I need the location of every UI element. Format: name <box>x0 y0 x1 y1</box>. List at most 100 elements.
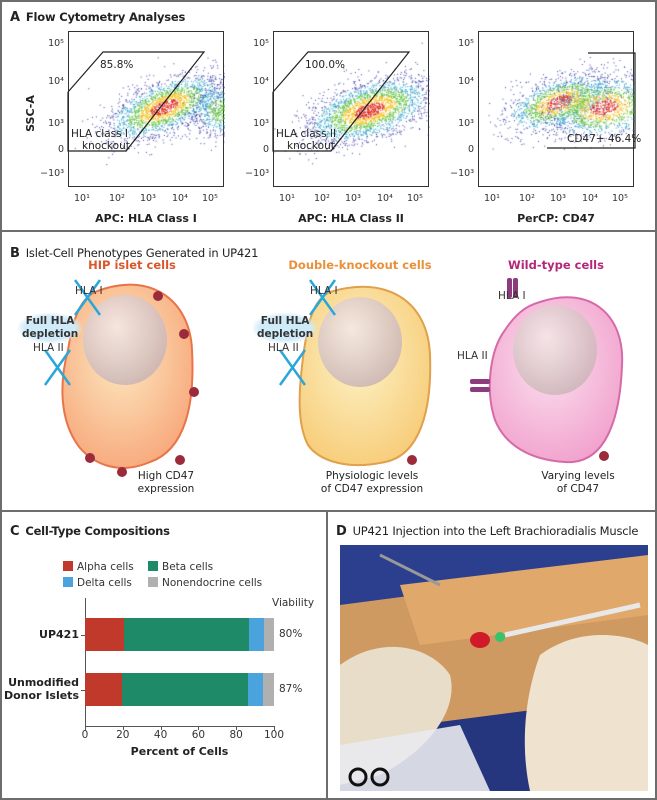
y-tick-label: 10⁴ <box>253 76 269 87</box>
x-tick-label: 10¹ <box>484 193 500 204</box>
y-tick-label: 10⁴ <box>458 76 474 87</box>
y-tick-label: −10³ <box>245 168 269 179</box>
panel-d-title: D UP421 Injection into the Left Brachiora… <box>336 524 639 539</box>
x-tick-label: 10⁴ <box>172 193 188 204</box>
y-tick-label: 0 <box>467 144 474 155</box>
legend-swatch <box>148 561 158 571</box>
x-tick-mark <box>85 726 86 730</box>
hla-ii-label: HLA II <box>33 342 64 354</box>
x-axis-label: APC: HLA Class I <box>95 212 197 225</box>
y-tick-label: 10⁵ <box>253 38 269 49</box>
hla-i-label: HLA I <box>75 285 103 297</box>
y-tick-label: −10³ <box>450 168 474 179</box>
gate-percent: 100.0% <box>305 59 346 71</box>
bar-segment-delta-cells <box>247 673 264 706</box>
viability-value: 87% <box>279 682 303 695</box>
gate-name: HLA class II <box>276 128 337 140</box>
cell-illustrations <box>43 278 624 477</box>
x-tick-mark <box>274 726 275 730</box>
x-axis-line <box>85 726 274 727</box>
legend-label: Beta cells <box>162 561 214 573</box>
panel-c: C Cell-Type Compositions <box>0 510 328 800</box>
y-tick-label: 10³ <box>458 118 474 129</box>
cd47-markers <box>85 291 609 477</box>
gate-name: HLA class I <box>71 128 129 140</box>
bar-segment-delta-cells <box>249 618 265 651</box>
x-tick-label: 10² <box>314 193 330 204</box>
cell-caption: High CD47 expression <box>137 470 195 495</box>
flow-plot-3 <box>478 31 636 188</box>
legend-item: Nonendocrine cells <box>148 577 262 589</box>
x-tick-label: 0 <box>81 729 89 741</box>
viability-header: Viability <box>272 597 315 609</box>
gate-label: CD47+ 46.4% <box>567 133 642 145</box>
panel-c-title: C Cell-Type Compositions <box>10 524 170 539</box>
cell-title: Double-knockout cells <box>288 258 432 272</box>
gate-outline <box>547 52 636 149</box>
flow-plot-1 <box>67 31 225 188</box>
legend-swatch <box>148 577 158 587</box>
cell-title: Wild-type cells <box>508 258 604 272</box>
x-tick-label: 10³ <box>550 193 566 204</box>
bar-segment-beta-cells <box>123 618 250 651</box>
hla-i-label: HLA I <box>498 290 526 302</box>
hla-receptors <box>470 278 518 392</box>
hla-i-label: HLA I <box>310 285 338 297</box>
legend-label: Alpha cells <box>77 561 134 573</box>
gate-outline <box>272 51 411 152</box>
bar-segment-beta-cells <box>122 673 248 706</box>
bar-segment-nonendocrine-cells <box>263 673 274 706</box>
category-tick <box>81 689 85 691</box>
y-tick-label: 0 <box>57 144 64 155</box>
gate-outline <box>67 51 206 152</box>
hla-ii-label: HLA II <box>457 350 488 362</box>
injection-photo <box>340 545 648 791</box>
legend-swatch <box>63 577 73 587</box>
legend-item: Delta cells <box>63 577 132 589</box>
y-tick-label: −10³ <box>40 168 64 179</box>
x-tick-label: 100 <box>263 729 285 741</box>
category-label: UP421 <box>39 627 79 641</box>
bar-segment-nonendocrine-cells <box>264 618 274 651</box>
legend-item: Beta cells <box>148 561 213 573</box>
x-tick-mark <box>236 726 238 730</box>
gate-percent: 85.8% <box>100 59 134 71</box>
gate-name: knockout <box>287 140 335 152</box>
y-tick-label: 10⁵ <box>48 38 64 49</box>
gate-name: knockout <box>82 140 130 152</box>
x-tick-label: 10³ <box>345 193 361 204</box>
cell-caption: Varying levels of CD47 <box>541 470 615 495</box>
x-axis-label: APC: HLA Class II <box>298 212 404 225</box>
full-hla-depletion-label: Full HLA depletion <box>253 313 318 343</box>
x-tick-label: 60 <box>191 729 206 741</box>
y-axis-line <box>85 598 86 726</box>
y-axis-label: SSC-A <box>23 95 37 132</box>
x-tick-label: 10² <box>519 193 535 204</box>
category-tick <box>81 634 85 636</box>
legend-item: Alpha cells <box>63 561 134 573</box>
x-tick-label: 10⁴ <box>582 193 598 204</box>
x-tick-label: 10⁵ <box>612 193 628 204</box>
x-tick-label: 40 <box>153 729 168 741</box>
flow-plot-2 <box>272 31 430 188</box>
x-tick-label: 10¹ <box>74 193 90 204</box>
x-tick-mark <box>160 726 162 730</box>
cell-title: HIP islet cells <box>88 258 176 272</box>
y-tick-label: 10⁵ <box>458 38 474 49</box>
y-tick-label: 10⁴ <box>48 76 64 87</box>
x-tick-mark <box>122 726 124 730</box>
y-tick-label: 0 <box>262 144 269 155</box>
hla-ii-label: HLA II <box>268 342 299 354</box>
x-tick-label: 20 <box>116 729 130 741</box>
legend-label: Delta cells <box>77 577 132 589</box>
x-tick-label: 10⁵ <box>407 193 423 204</box>
panel-b-title: B Islet-Cell Phenotypes Generated in UP42… <box>10 246 259 261</box>
x-tick-label: 10² <box>109 193 125 204</box>
x-tick-label: 80 <box>229 729 243 741</box>
y-tick-label: 10³ <box>253 118 269 129</box>
legend-label: Nonendocrine cells <box>162 577 263 589</box>
full-hla-depletion-label: Full HLA depletion <box>18 313 83 343</box>
x-axis-title: Percent of Cells <box>130 745 229 758</box>
viability-value: 80% <box>279 627 303 640</box>
x-axis-label: PerCP: CD47 <box>517 212 595 225</box>
